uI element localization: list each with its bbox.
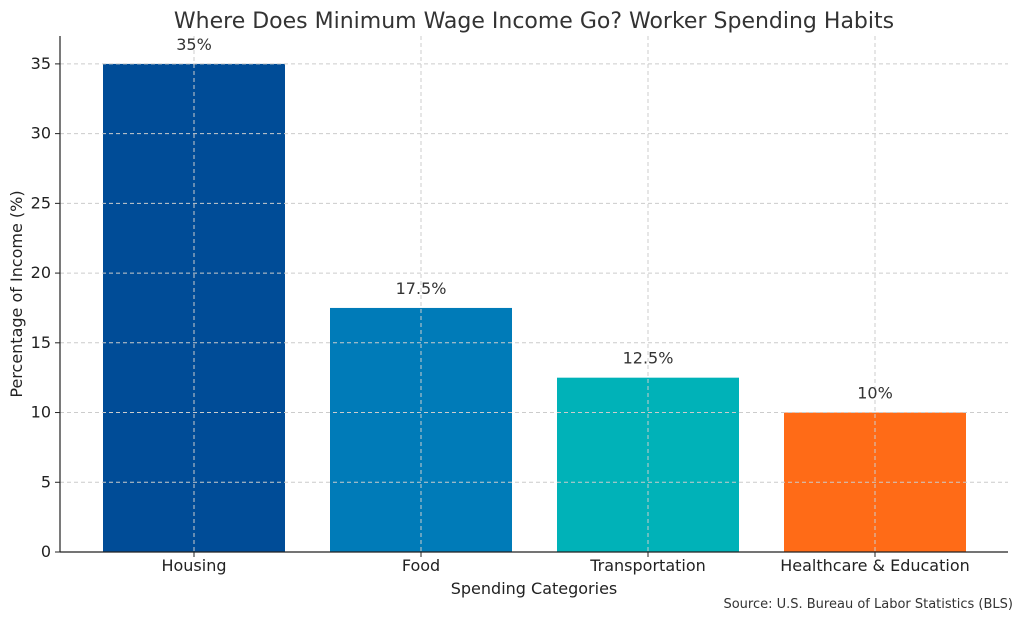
y-tick-label: 35 [31, 54, 51, 73]
data-label: 12.5% [623, 349, 674, 368]
x-tick-label: Housing [161, 556, 226, 575]
y-tick-label: 20 [31, 263, 51, 282]
y-tick-label: 15 [31, 333, 51, 352]
grid-lines [60, 36, 1008, 553]
y-tick-label: 25 [31, 193, 51, 212]
data-label: 10% [857, 384, 893, 403]
y-axis-label: Percentage of Income (%) [7, 190, 26, 397]
y-tick-label: 0 [41, 542, 51, 561]
chart-title: Where Does Minimum Wage Income Go? Worke… [174, 9, 894, 34]
y-tick-label: 10 [31, 403, 51, 422]
x-tick-label: Food [402, 556, 440, 575]
y-tick-label: 5 [41, 472, 51, 491]
x-axis-label: Spending Categories [451, 579, 618, 598]
x-tick-label: Healthcare & Education [780, 556, 970, 575]
y-axis-ticks: 0 5 10 15 20 25 30 35 [31, 54, 60, 561]
data-labels: 35% 17.5% 12.5% 10% [176, 35, 893, 403]
x-tick-label: Transportation [589, 556, 706, 575]
source-note: Source: U.S. Bureau of Labor Statistics … [723, 597, 1013, 612]
x-axis-ticks: Housing Food Transportation Healthcare & Ed… [161, 552, 970, 575]
bars [103, 63, 966, 552]
y-tick-label: 30 [31, 124, 51, 143]
data-label: 35% [176, 35, 212, 54]
data-label: 17.5% [396, 279, 447, 298]
